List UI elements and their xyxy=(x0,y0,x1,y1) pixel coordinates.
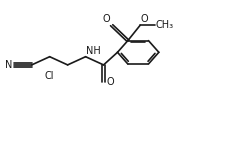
Text: O: O xyxy=(140,14,148,24)
Text: CH₃: CH₃ xyxy=(155,20,173,30)
Text: Cl: Cl xyxy=(45,71,54,81)
Text: NH: NH xyxy=(86,46,101,56)
Text: O: O xyxy=(106,77,114,87)
Text: O: O xyxy=(102,15,110,24)
Text: N: N xyxy=(5,60,13,70)
